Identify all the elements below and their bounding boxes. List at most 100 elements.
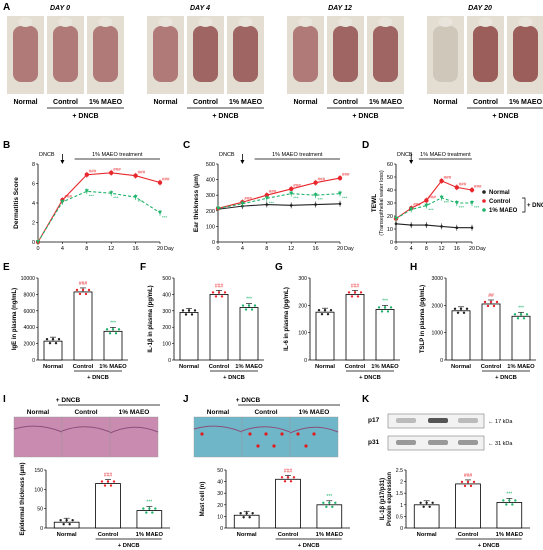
hist-group-label: Normal <box>27 409 50 416</box>
y-tick-label: 40 <box>387 188 393 194</box>
y-tick-label: 1.5 <box>396 491 403 497</box>
x-tick-label: 0 <box>394 246 397 252</box>
dncb-label: + DNCB <box>298 543 320 549</box>
series-line <box>217 203 341 210</box>
bar <box>451 310 471 361</box>
x-tick-label: 12 <box>108 246 114 252</box>
panel-letter-e: E <box>3 262 10 273</box>
data-point <box>386 310 390 313</box>
category-label: 1% MAEO <box>99 364 127 370</box>
data-point <box>428 505 431 508</box>
data-point <box>245 512 248 515</box>
hist-image <box>61 416 111 458</box>
data-point <box>51 337 55 341</box>
panel-western: p17 ← 17 kDa p31 ← 31 kDa 0 0.5 1 1.5 2 2.5 IL-1β … <box>368 413 530 549</box>
dncb-label: + DNCB <box>87 375 109 381</box>
x-tick-label: 12 <box>439 246 445 252</box>
photo-group-label: 1% MAEO <box>229 99 263 106</box>
sig-annotation: *** <box>89 193 95 198</box>
y-tick-label: 4000 <box>23 325 35 331</box>
data-point <box>193 309 197 312</box>
blot-band <box>396 418 416 423</box>
photo-head <box>518 17 533 27</box>
sig-annotation: ### <box>244 196 252 201</box>
data-point <box>65 519 68 522</box>
photo-skin <box>333 26 358 82</box>
mast-cell-marker <box>280 432 284 436</box>
bar <box>345 293 365 361</box>
data-point <box>463 484 467 488</box>
data-point <box>422 505 425 508</box>
data-point <box>511 503 514 506</box>
y-tick-label: 0 <box>220 526 223 532</box>
category-label: 1% MAEO <box>507 364 535 370</box>
sig-annotation: *** <box>110 320 116 326</box>
data-point <box>100 480 104 483</box>
panel-letter-c: C <box>183 140 191 151</box>
y-axis-label: Dermatitis Score <box>13 177 20 229</box>
hist-image <box>13 416 63 458</box>
data-point <box>325 505 328 508</box>
data-point <box>289 204 293 207</box>
data-point <box>455 226 459 229</box>
sig-annotation: ### <box>444 175 452 180</box>
dncb-label: DNCB <box>219 152 235 158</box>
data-point <box>84 292 88 296</box>
y-tick-label: 100 <box>34 487 43 493</box>
data-point <box>244 308 248 311</box>
bar <box>275 478 301 529</box>
sig-annotation: ### <box>113 167 121 172</box>
data-point <box>495 300 499 304</box>
photo-head <box>338 17 353 27</box>
y-tick-label: 200 <box>162 325 171 331</box>
data-point <box>264 196 269 201</box>
data-point <box>59 519 62 522</box>
category-label: Control <box>98 532 119 538</box>
series-line <box>395 223 472 229</box>
category-label: 1% MAEO <box>496 532 524 538</box>
y-tick-label: 4 <box>32 201 35 207</box>
photo-skin <box>293 26 318 82</box>
legend-label: 1% MAEO <box>489 208 518 214</box>
x-tick-label: 0 <box>36 246 39 252</box>
chart-dermatitis-score: 0 2 4 6 8 0 4 8 12 16 20 Day Dermatitis Score DNCB 1% … <box>13 152 174 252</box>
sig-annotation: ### <box>351 283 360 289</box>
data-point <box>454 201 459 205</box>
category-label: Normal <box>451 364 471 370</box>
data-point <box>516 317 520 320</box>
x-unit-label: Day <box>476 246 486 252</box>
data-point <box>214 295 218 298</box>
category-label: Normal <box>57 532 77 538</box>
category-label: Normal <box>43 364 63 370</box>
y-tick-label: 400 <box>206 178 215 184</box>
data-point <box>313 180 318 185</box>
sig-annotation: ### <box>318 177 326 182</box>
data-point <box>456 311 460 314</box>
photo-group-label: Control <box>473 99 498 106</box>
sig-annotation: *** <box>342 196 348 201</box>
x-tick-label: 12 <box>288 246 294 252</box>
data-point <box>472 480 476 484</box>
dncb-label: + DNCB <box>223 375 245 381</box>
x-unit-label: Day <box>164 246 174 252</box>
bar <box>511 315 531 361</box>
dncb-arrowhead <box>60 160 65 164</box>
category-label: Control <box>481 364 502 370</box>
data-point <box>453 307 457 310</box>
x-tick-label: 8 <box>265 246 268 252</box>
legend-dncb: + DNCB <box>527 203 543 209</box>
data-point <box>513 313 517 316</box>
data-point <box>251 512 254 515</box>
photo-skin <box>153 26 178 82</box>
x-tick-label: 20 <box>157 246 163 252</box>
photo-group-label: Control <box>333 99 358 106</box>
y-tick-label: 300 <box>162 309 171 315</box>
data-point <box>108 332 112 335</box>
data-point <box>459 307 463 310</box>
hist-image <box>193 416 243 458</box>
sig-annotation: *** <box>474 205 480 210</box>
data-point <box>389 306 393 309</box>
sig-annotation: ### <box>428 194 436 199</box>
y-tick-label: 20 <box>387 214 393 220</box>
x-tick-label: 16 <box>133 246 139 252</box>
